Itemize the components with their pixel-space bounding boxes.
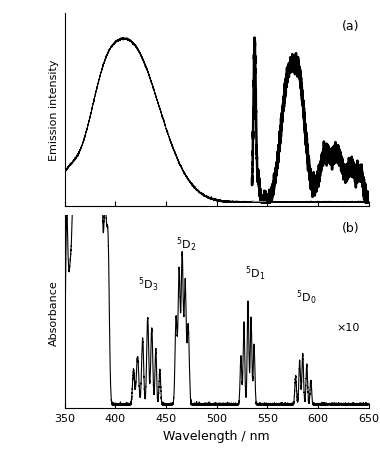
Text: $^5$D$_0$: $^5$D$_0$ <box>296 288 316 306</box>
Text: $^5$D$_3$: $^5$D$_3$ <box>138 275 158 293</box>
X-axis label: Wavelength / nm: Wavelength / nm <box>163 429 270 442</box>
Text: $^5$D$_1$: $^5$D$_1$ <box>245 264 265 283</box>
Y-axis label: Emission intensity: Emission intensity <box>49 59 59 161</box>
Text: ×10: ×10 <box>336 323 359 332</box>
Y-axis label: Absorbance: Absorbance <box>49 280 59 345</box>
Text: (b): (b) <box>342 222 359 235</box>
Text: $^5$D$_2$: $^5$D$_2$ <box>176 235 196 254</box>
Text: (a): (a) <box>342 20 359 33</box>
